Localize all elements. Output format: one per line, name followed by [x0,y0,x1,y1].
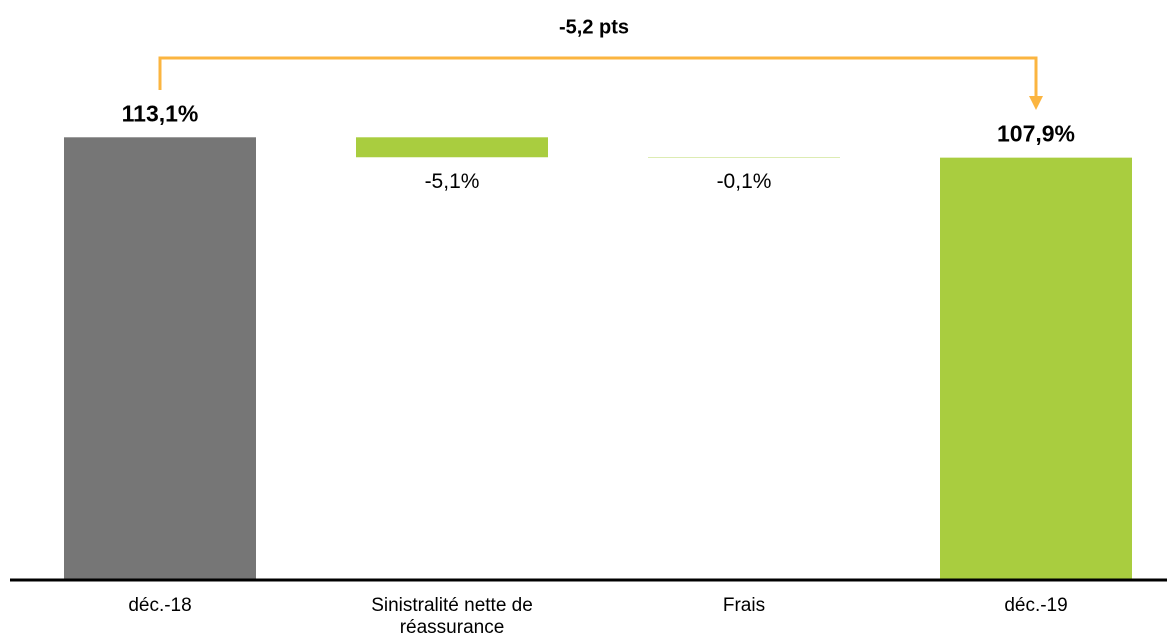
value-label: 107,9% [997,121,1075,147]
annotation: -5,2 pts [559,16,629,38]
bracket [158,56,1038,98]
x-tick-label: déc.-18 [128,595,192,616]
x-tick-label: Sinistralité nette de réassurance [371,595,533,638]
bar [64,137,256,580]
x-tick-label: Frais [722,595,766,616]
x-tick-label: déc.-19 [1004,595,1068,616]
value-label: 113,1% [122,100,199,126]
value-label: -0,1% [717,170,772,193]
bar [940,157,1132,581]
value-label: -5,1% [425,170,480,193]
bar [356,137,548,158]
arrow-head [1029,96,1043,110]
